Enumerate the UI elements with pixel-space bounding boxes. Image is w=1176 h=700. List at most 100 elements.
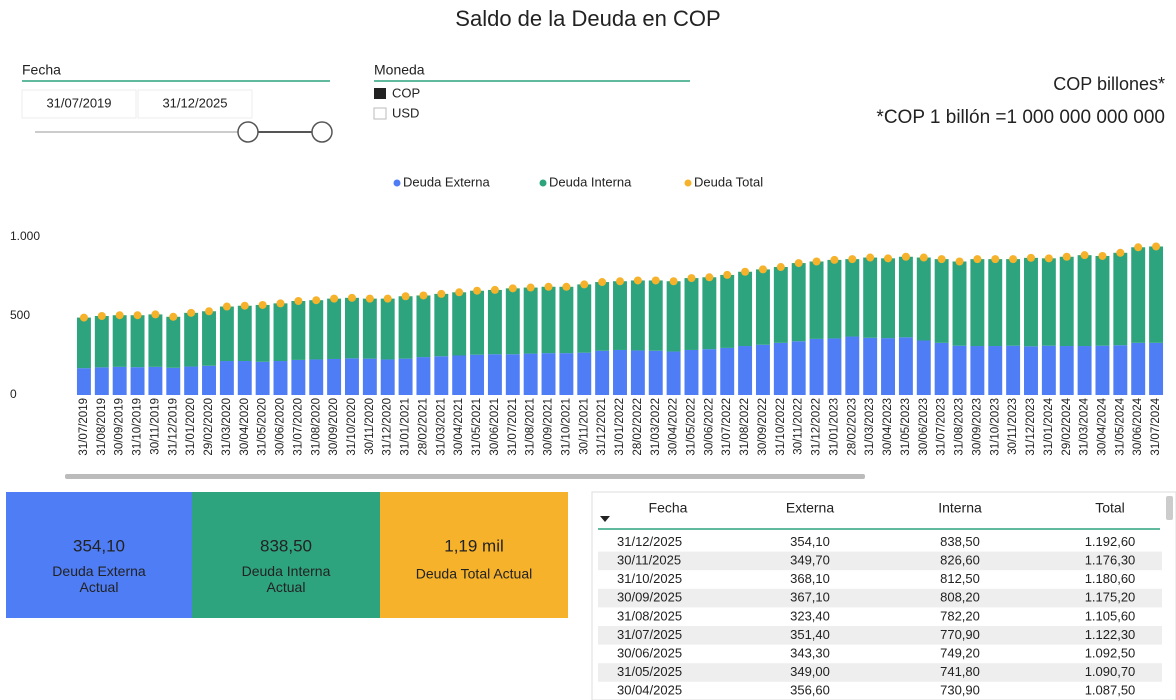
- total-dot: [365, 294, 374, 303]
- bar-segment: [255, 361, 270, 395]
- bar-segment: [666, 351, 681, 395]
- total-dot: [240, 301, 249, 310]
- unit: COP billones*: [1053, 74, 1165, 94]
- bar-segment: [1024, 346, 1038, 395]
- bar-segment: [362, 358, 377, 395]
- total-dot: [1009, 255, 1018, 264]
- bar-segment: [76, 368, 91, 395]
- sort-icon[interactable]: [600, 516, 610, 522]
- checkbox[interactable]: [373, 107, 387, 120]
- total-dot: [741, 267, 750, 276]
- x-tick-label: 31/05/2021: [471, 398, 483, 456]
- bar-segment: [237, 361, 252, 395]
- bar-segment: [863, 257, 878, 338]
- bar-segment: [487, 289, 502, 355]
- bar-segment: [684, 349, 699, 395]
- total-dot: [187, 308, 196, 317]
- x-tick-label: 31/10/2021: [560, 398, 572, 456]
- table-cell: 826,60: [940, 553, 980, 568]
- table-header: Externa: [786, 500, 834, 516]
- total-dot: [901, 252, 910, 261]
- bar-segment: [344, 358, 359, 395]
- bar-segment: [76, 317, 91, 369]
- x-tick-label: 30/04/2023: [882, 398, 894, 456]
- date-input[interactable]: [137, 89, 253, 119]
- table-row-bg: [598, 588, 1162, 608]
- kpi-card: [380, 492, 568, 618]
- bar-segment: [720, 347, 735, 395]
- x-tick-label: 31/08/2022: [739, 398, 751, 456]
- kpi-value: 354,10: [73, 536, 125, 555]
- x-tick-label: 31/03/2023: [864, 398, 876, 456]
- total-dot: [490, 285, 499, 294]
- kpi-card: [6, 492, 192, 618]
- x-tick-label: 31/10/2022: [775, 398, 787, 456]
- table-cell: 812,50: [940, 571, 980, 586]
- x-tick-label: 31/08/2023: [954, 398, 966, 456]
- bar-segment: [916, 257, 931, 341]
- x-tick-label: 31/07/2020: [292, 398, 304, 456]
- kpi-label-line: Actual: [80, 579, 119, 595]
- bar-segment: [702, 349, 717, 395]
- total-dot: [776, 263, 785, 272]
- date-end[interactable]: 31/12/2025: [162, 95, 227, 110]
- note: *COP 1 billón =1 000 000 000 000: [876, 107, 1165, 128]
- total-dot: [79, 313, 88, 322]
- bar-segment: [398, 296, 413, 359]
- table-cell: 770,90: [940, 627, 980, 642]
- total-dot: [973, 255, 982, 264]
- scrollbar[interactable]: [65, 474, 865, 479]
- bar-segment: [791, 263, 806, 342]
- table-header: Interna: [938, 500, 982, 516]
- total-dot: [991, 255, 1000, 264]
- x-tick-label: 31/05/2020: [257, 398, 269, 456]
- bar-segment: [184, 366, 199, 395]
- x-tick-label: 31/03/2024: [1079, 397, 1091, 455]
- date-input[interactable]: [21, 89, 137, 119]
- bar-segment: [1149, 246, 1164, 343]
- table-cell: 349,70: [790, 553, 830, 568]
- table-cell: 30/11/2025: [617, 553, 681, 568]
- x-tick-label: 30/04/2022: [668, 398, 680, 456]
- total-dot: [276, 299, 285, 308]
- bar-segment: [952, 345, 967, 395]
- bar-segment: [505, 354, 520, 395]
- bar-segment: [845, 259, 860, 337]
- bar-segment: [398, 358, 413, 395]
- kpi-label-line: Deuda Interna: [242, 563, 331, 579]
- bar-segment: [362, 298, 377, 359]
- table-cell: 1.105,60: [1085, 608, 1136, 623]
- table-cell: 1.122,30: [1085, 627, 1136, 642]
- table-scrollbar[interactable]: [1166, 496, 1173, 520]
- bar-segment: [648, 280, 663, 351]
- bar-segment: [559, 353, 574, 395]
- total-dot: [294, 296, 303, 305]
- x-tick-label: 30/06/2023: [918, 398, 930, 456]
- legend-label: Deuda Externa: [403, 174, 490, 189]
- x-tick-label: 31/03/2022: [650, 398, 662, 456]
- x-tick-label: 31/12/2023: [1025, 398, 1037, 456]
- filter-label: Fecha: [22, 62, 61, 78]
- slider-handle[interactable]: [311, 121, 333, 143]
- total-dot: [955, 257, 964, 266]
- option[interactable]: USD: [392, 105, 419, 120]
- bar-segment: [934, 259, 949, 343]
- bar-segment: [541, 286, 556, 354]
- table-cell: 31/08/2025: [617, 608, 682, 623]
- bar-segment: [255, 304, 270, 362]
- total-dot: [812, 257, 821, 266]
- bar-segment: [1095, 255, 1110, 346]
- bar-segment: [1095, 345, 1110, 395]
- bar-segment: [1006, 345, 1021, 395]
- slider-handle[interactable]: [237, 121, 259, 143]
- checkbox[interactable]: [374, 88, 386, 99]
- bar-segment: [630, 280, 645, 351]
- x-tick-label: 28/02/2022: [632, 398, 644, 456]
- x-tick-label: 31/07/2021: [507, 398, 519, 456]
- option[interactable]: COP: [392, 85, 420, 100]
- date-start[interactable]: 31/07/2019: [46, 95, 111, 110]
- title: Saldo de la Deuda en COP: [455, 6, 720, 31]
- x-tick-label: 30/04/2020: [239, 398, 251, 456]
- x-tick-label: 31/08/2020: [310, 398, 322, 456]
- total-dot: [598, 278, 607, 287]
